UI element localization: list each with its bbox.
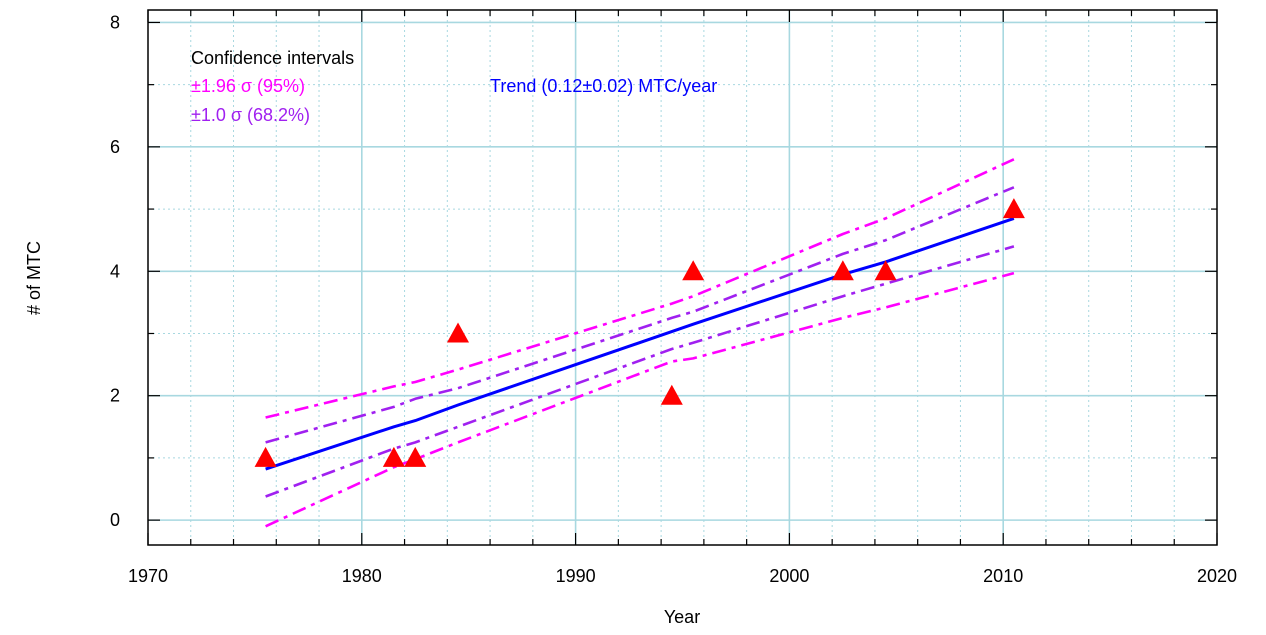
axis-ticks: [147, 10, 1218, 545]
y-tick-label: 2: [110, 386, 120, 406]
y-axis-label: # of MTC: [24, 241, 44, 315]
data-point: [831, 260, 854, 281]
tick-labels: 1970 1980 1990 2000 2010 2020 0 2 4 6 8: [110, 12, 1237, 586]
plot-frame: [147, 9, 1218, 546]
legend: Confidence intervals ±1.96 σ (95%) ±1.0 …: [191, 48, 354, 125]
data-point: [1002, 198, 1025, 219]
legend-item-95: ±1.96 σ (95%): [191, 76, 305, 96]
confidence-line: [265, 245, 1015, 498]
confidence-line: [265, 186, 1015, 444]
trend-line: [265, 216, 1015, 471]
legend-item-68: ±1.0 σ (68.2%): [191, 105, 310, 125]
grid-lines: [148, 10, 1217, 545]
x-tick-label: 2010: [983, 566, 1023, 586]
data-point: [874, 260, 897, 281]
data-point: [254, 446, 277, 467]
x-tick-label: 1980: [342, 566, 382, 586]
data-point: [660, 384, 683, 405]
x-tick-label: 2020: [1197, 566, 1237, 586]
x-tick-label: 2000: [769, 566, 809, 586]
y-tick-label: 4: [110, 261, 120, 281]
confidence-line: [265, 158, 1015, 419]
trend-annotation: Trend (0.12±0.02) MTC/year: [490, 76, 717, 96]
data-point: [682, 260, 705, 281]
x-tick-label: 1970: [128, 566, 168, 586]
confidence-line: [265, 271, 1015, 528]
y-tick-label: 6: [110, 137, 120, 157]
y-tick-label: 0: [110, 510, 120, 530]
y-tick-label: 8: [110, 12, 120, 32]
legend-title: Confidence intervals: [191, 48, 354, 68]
x-tick-label: 1990: [556, 566, 596, 586]
data-point: [382, 446, 405, 467]
series-layer: [254, 158, 1025, 528]
data-point: [447, 322, 470, 343]
x-axis-label: Year: [664, 607, 700, 627]
data-point: [404, 446, 427, 467]
